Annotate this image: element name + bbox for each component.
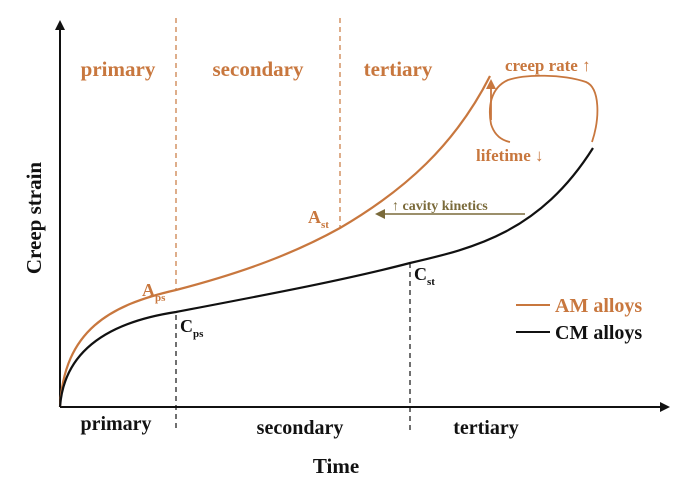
stage-top-secondary: secondary bbox=[213, 57, 304, 81]
cm-alloys-curve bbox=[58, 147, 594, 408]
x-axis-label: Time bbox=[313, 454, 359, 478]
creep-rate-loop bbox=[488, 74, 599, 143]
point-a-ps: Aps bbox=[142, 280, 166, 304]
y-axis-label: Creep strain bbox=[22, 162, 46, 274]
stage-bottom-secondary: secondary bbox=[257, 417, 344, 439]
creep-rate-label: creep rate ↑ bbox=[505, 56, 591, 75]
stage-top-primary: primary bbox=[81, 57, 156, 81]
stage-bottom-tertiary: tertiary bbox=[453, 417, 519, 439]
am-alloys-curve bbox=[58, 75, 491, 408]
cavity-kinetics-label: ↑ cavity kinetics bbox=[392, 199, 488, 214]
stage-bottom-primary: primary bbox=[80, 413, 151, 435]
point-a-st: Ast bbox=[308, 207, 329, 231]
lifetime-label: lifetime ↓ bbox=[476, 146, 544, 165]
stage-top-tertiary: tertiary bbox=[364, 57, 433, 81]
legend-cm-label: CM alloys bbox=[555, 322, 642, 344]
legend-am-label: AM alloys bbox=[555, 295, 642, 317]
point-c-ps: Cps bbox=[180, 316, 204, 340]
point-c-st: Cst bbox=[414, 264, 435, 288]
